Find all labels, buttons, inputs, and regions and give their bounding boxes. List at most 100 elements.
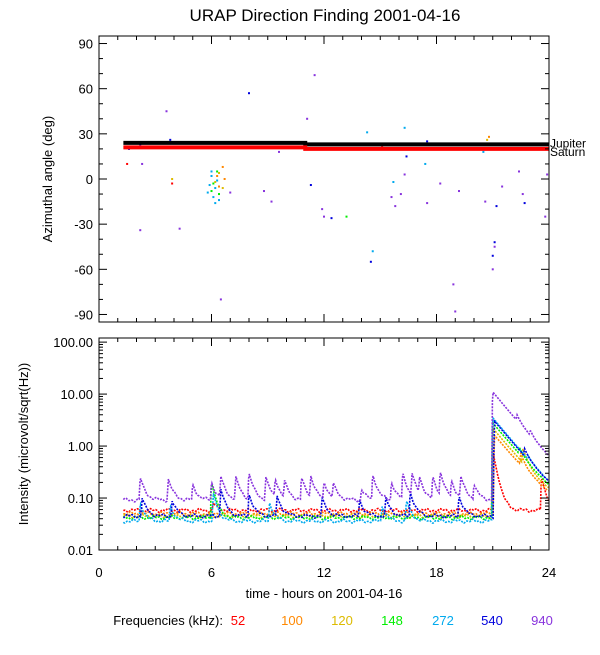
azimuth-point-100khz: [488, 135, 490, 138]
azimuth-point-940khz: [518, 170, 520, 173]
legend-frequency-940: 940: [531, 613, 553, 628]
azimuth-point-52khz: [126, 162, 129, 165]
saturn-line-label: Saturn: [550, 145, 585, 159]
azimuth-point-540khz: [493, 241, 496, 244]
frequency-legend: Frequencies (kHz): 52 100 120 148 272 540 940: [113, 613, 553, 628]
azimuth-point-100khz: [221, 165, 224, 168]
legend-frequency-120: 120: [331, 613, 353, 628]
azimuth-point-940khz: [458, 190, 460, 193]
legend-frequency-52: 52: [231, 613, 245, 628]
time-x-tick-label: 0: [95, 565, 102, 580]
azimuth-y-axis-label: Azimuthal angle (deg): [40, 116, 55, 242]
jupiter-reference-line: [123, 140, 549, 147]
azimuth-point-272khz: [214, 202, 217, 205]
time-x-axis-label: time - hours on 2001-04-16: [246, 586, 403, 601]
chart-title: URAP Direction Finding 2001-04-16: [190, 6, 461, 25]
azimuth-point-272khz: [392, 181, 395, 184]
azimuth-point-940khz: [454, 310, 457, 313]
azimuth-point-940khz: [313, 74, 316, 77]
azimuth-point-940khz: [219, 298, 222, 301]
azimuth-point-940khz: [546, 173, 549, 176]
intensity-line-540khz: [122, 419, 550, 520]
azimuth-point-940khz: [178, 227, 181, 230]
azimuth-point-940khz: [544, 215, 547, 218]
azimuth-point-100khz: [218, 185, 220, 188]
azimuth-point-940khz: [493, 245, 496, 248]
azimuth-point-540khz: [309, 184, 312, 187]
azimuth-point-272khz: [403, 126, 406, 129]
azimuth-point-540khz: [169, 138, 172, 141]
azimuth-point-540khz: [248, 92, 250, 95]
azimuth-point-100khz: [216, 174, 219, 177]
planet-reference-lines: [123, 140, 549, 151]
azimuth-point-100khz: [223, 178, 226, 180]
azimuth-point-940khz: [306, 117, 309, 120]
jupiter-line-label: Jupiter: [550, 136, 586, 150]
azimuth-point-540khz: [405, 155, 408, 158]
azimuth-point-540khz: [369, 260, 372, 263]
intensity-y-tick-label: 0.01: [68, 543, 93, 558]
azimuth-point-940khz: [521, 193, 524, 196]
legend-frequency-272: 272: [432, 613, 454, 628]
saturn-reference-line: [123, 145, 549, 151]
azimuth-y-tick-label: 90: [79, 37, 93, 52]
azimuth-point-940khz: [229, 191, 232, 194]
azimuth-point-540khz: [495, 205, 498, 208]
intensity-y-tick-label: 10.00: [60, 387, 93, 402]
intensity-y-tick-label: 0.10: [68, 491, 93, 506]
intensity-y-tick-label: 1.00: [68, 439, 93, 454]
azimuth-point-148khz: [345, 215, 348, 218]
azimuth-y-tick-label: 30: [79, 127, 93, 142]
intensity-y-tick-label: 100.00: [53, 335, 93, 350]
intensity-panel: 0 6 12 18 24 100.00 10.00 1.00 0.10 0.01 Intensit…: [16, 335, 556, 601]
azimuth-point-272khz: [206, 191, 209, 194]
azimuth-point-940khz: [278, 150, 280, 153]
azimuth-point-940khz: [165, 110, 168, 113]
azimuth-point-148khz: [212, 182, 215, 185]
azimuth-point-148khz: [218, 193, 220, 196]
time-x-tick-label: 12: [317, 565, 331, 580]
azimuth-point-272khz: [208, 184, 211, 187]
azimuth-point-272khz: [210, 170, 213, 173]
azimuth-y-tick-label: 60: [79, 82, 93, 97]
azimuth-y-tick-label: 0: [86, 172, 93, 187]
azimuth-point-148khz: [210, 190, 213, 193]
intensity-line-120khz: [123, 426, 550, 520]
azimuth-point-940khz: [394, 205, 397, 208]
azimuth-point-940khz: [403, 173, 406, 176]
azimuth-point-272khz: [214, 187, 217, 190]
azimuth-point-52khz: [171, 182, 174, 185]
intensity-line-148khz: [122, 421, 550, 521]
azimuth-point-540khz: [491, 254, 494, 257]
azimuth-point-940khz: [141, 162, 144, 165]
time-x-tick-label: 6: [208, 565, 215, 580]
azimuth-point-940khz: [491, 268, 494, 271]
legend-frequency-100: 100: [281, 613, 303, 628]
time-x-tick-label: 18: [429, 565, 443, 580]
azimuth-point-272khz: [371, 250, 374, 253]
azimuth-point-272khz: [424, 162, 427, 165]
azimuth-y-tick-label: -60: [74, 262, 93, 277]
azimuth-point-940khz: [323, 215, 325, 218]
azimuth-point-148khz: [216, 170, 219, 173]
azimuth-point-940khz: [484, 200, 487, 203]
azimuth-points: [126, 74, 549, 313]
azimuth-point-540khz: [330, 217, 333, 220]
azimuth-point-272khz: [212, 196, 215, 199]
intensity-y-axis-label: Intensity (microvolt/sqrt(Hz)): [16, 363, 31, 526]
azimuth-plot-frame: [98, 35, 550, 323]
intensity-line-272khz: [122, 416, 550, 525]
azimuth-panel: 90 60 30 0 -30 -60 -90 Azimuthal angle (deg) J…: [40, 35, 586, 323]
azimuth-point-940khz: [452, 283, 455, 286]
azimuth-point-120khz: [171, 178, 174, 180]
azimuth-point-120khz: [221, 187, 224, 190]
intensity-axis-ticks: 0 6 12 18 24 100.00 10.00 1.00 0.10 0.01: [53, 335, 556, 580]
azimuth-point-940khz: [270, 200, 273, 203]
azimuth-point-940khz: [399, 193, 402, 196]
legend-frequency-540: 540: [481, 613, 503, 628]
azimuth-point-940khz: [263, 190, 265, 193]
intensity-line-52khz: [123, 452, 550, 514]
azimuth-point-940khz: [390, 196, 393, 199]
azimuth-point-272khz: [482, 150, 485, 153]
